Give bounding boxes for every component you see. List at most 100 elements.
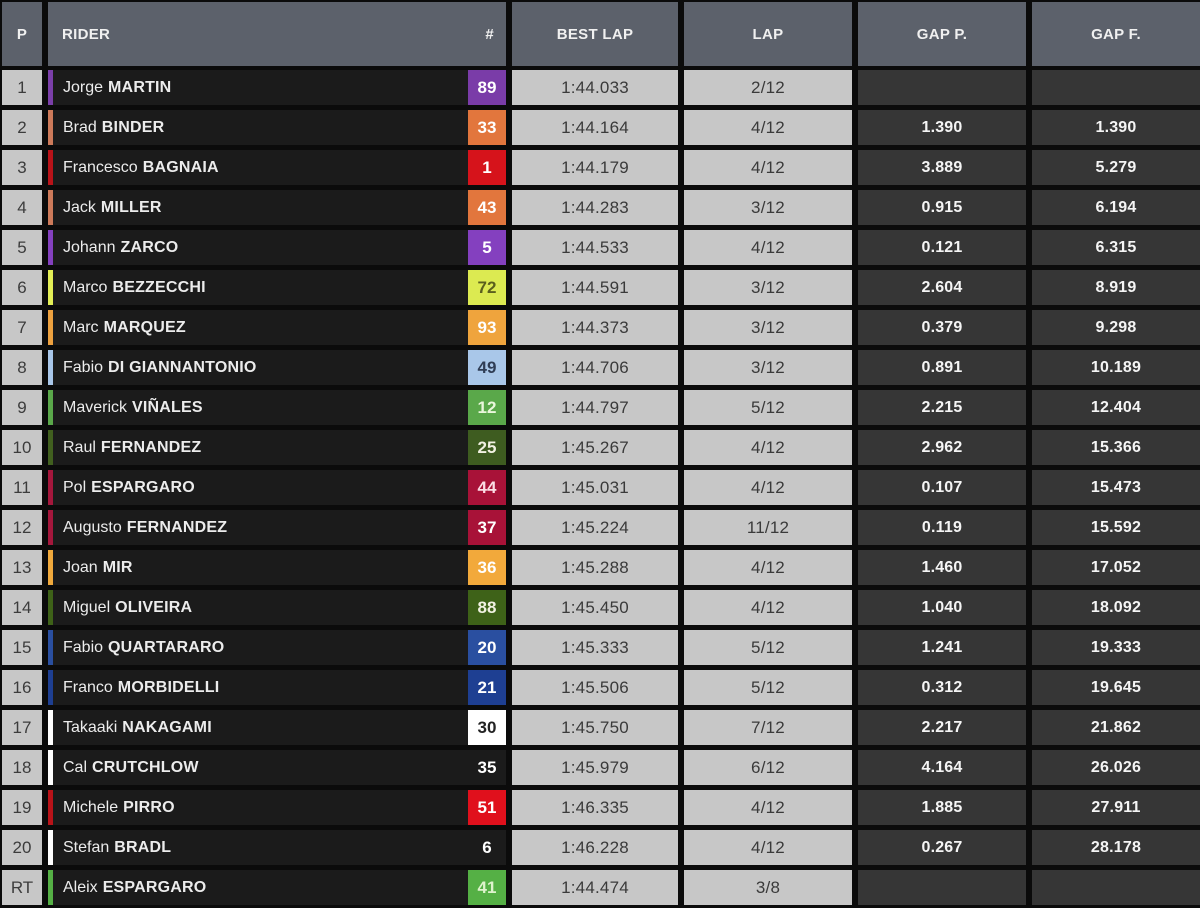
- rider-cell: Stefan BRADL 6: [48, 830, 506, 865]
- position-cell: 8: [2, 350, 42, 385]
- rider-last-name: BRADL: [114, 838, 172, 856]
- best-lap-cell: 1:44.591: [512, 270, 678, 305]
- best-lap-cell: 1:44.533: [512, 230, 678, 265]
- table-row[interactable]: 14 Miguel OLIVEIRA 88 1:45.450 4/12 1.04…: [2, 590, 1200, 625]
- rider-number-plate: 6: [482, 837, 492, 857]
- gap-first-cell: 27.911: [1032, 790, 1200, 825]
- rider-cell: Fabio DI GIANNANTONIO 49: [48, 350, 506, 385]
- table-row[interactable]: 17 Takaaki NAKAGAMI 30 1:45.750 7/12 2.2…: [2, 710, 1200, 745]
- position-cell: 17: [2, 710, 42, 745]
- gap-prev-cell: 1.885: [858, 790, 1026, 825]
- rider-first-name: Raul: [63, 438, 96, 456]
- team-color-stripe: [48, 630, 53, 665]
- rider-last-name: BINDER: [101, 118, 165, 136]
- best-lap-cell: 1:44.179: [512, 150, 678, 185]
- table-row[interactable]: 9 Maverick VIÑALES 12 1:44.797 5/12 2.21…: [2, 390, 1200, 425]
- table-row[interactable]: 4 Jack MILLER 43 1:44.283 3/12 0.915 6.1…: [2, 190, 1200, 225]
- lap-cell: 6/12: [684, 750, 852, 785]
- best-lap-cell: 1:44.164: [512, 110, 678, 145]
- rider-first-name: Jorge: [63, 78, 104, 96]
- rider-first-name: Michele: [63, 798, 119, 816]
- table-row[interactable]: RT Aleix ESPARGARO 41 1:44.474 3/8: [2, 870, 1200, 905]
- team-color-stripe: [48, 470, 53, 505]
- gap-first-cell: 9.298: [1032, 310, 1200, 345]
- rider-cell: Jack MILLER 43: [48, 190, 506, 225]
- lap-cell: 4/12: [684, 830, 852, 865]
- rider-cell: Michele PIRRO 51: [48, 790, 506, 825]
- rider-first-name: Takaaki: [63, 718, 118, 736]
- rider-last-name: ZARCO: [120, 238, 179, 256]
- header-rider: RIDER #: [48, 2, 506, 66]
- rider-last-name: CRUTCHLOW: [92, 758, 199, 776]
- table-row[interactable]: 2 Brad BINDER 33 1:44.164 4/12 1.390 1.3…: [2, 110, 1200, 145]
- gap-prev-cell: 0.119: [858, 510, 1026, 545]
- table-row[interactable]: 1 Jorge MARTIN 89 1:44.033 2/12: [2, 70, 1200, 105]
- table-row[interactable]: 20 Stefan BRADL 6 1:46.228 4/12 0.267 28…: [2, 830, 1200, 865]
- rider-number-plate: 20: [468, 630, 506, 665]
- header-lap: LAP: [684, 2, 852, 66]
- gap-first-cell: 15.473: [1032, 470, 1200, 505]
- rider-cell: Marco BEZZECCHI 72: [48, 270, 506, 305]
- table-row[interactable]: 8 Fabio DI GIANNANTONIO 49 1:44.706 3/12…: [2, 350, 1200, 385]
- table-row[interactable]: 15 Fabio QUARTARARO 20 1:45.333 5/12 1.2…: [2, 630, 1200, 665]
- rider-first-name: Stefan: [63, 838, 110, 856]
- table-row[interactable]: 13 Joan MIR 36 1:45.288 4/12 1.460 17.05…: [2, 550, 1200, 585]
- table-row[interactable]: 6 Marco BEZZECCHI 72 1:44.591 3/12 2.604…: [2, 270, 1200, 305]
- position-cell: 14: [2, 590, 42, 625]
- rider-first-name: Aleix: [63, 878, 98, 896]
- rider-cell: Raul FERNANDEZ 25: [48, 430, 506, 465]
- table-row[interactable]: 18 Cal CRUTCHLOW 35 1:45.979 6/12 4.164 …: [2, 750, 1200, 785]
- rider-first-name: Marc: [63, 318, 99, 336]
- rider-number-plate: 44: [468, 470, 506, 505]
- table-row[interactable]: 5 Johann ZARCO 5 1:44.533 4/12 0.121 6.3…: [2, 230, 1200, 265]
- team-color-stripe: [48, 110, 53, 145]
- gap-prev-cell: 0.107: [858, 470, 1026, 505]
- rider-first-name: Joan: [63, 558, 98, 576]
- rider-last-name: OLIVEIRA: [115, 598, 193, 616]
- best-lap-cell: 1:45.450: [512, 590, 678, 625]
- table-row[interactable]: 11 Pol ESPARGARO 44 1:45.031 4/12 0.107 …: [2, 470, 1200, 505]
- rider-number-plate: 35: [477, 757, 497, 777]
- best-lap-cell: 1:45.224: [512, 510, 678, 545]
- team-color-stripe: [48, 270, 53, 305]
- position-cell: 10: [2, 430, 42, 465]
- team-color-stripe: [48, 190, 53, 225]
- gap-prev-cell: 0.379: [858, 310, 1026, 345]
- gap-first-cell: 12.404: [1032, 390, 1200, 425]
- table-row[interactable]: 16 Franco MORBIDELLI 21 1:45.506 5/12 0.…: [2, 670, 1200, 705]
- best-lap-cell: 1:45.288: [512, 550, 678, 585]
- team-color-stripe: [48, 830, 53, 865]
- rider-number-plate: 30: [468, 710, 506, 745]
- table-row[interactable]: 3 Francesco BAGNAIA 1 1:44.179 4/12 3.88…: [2, 150, 1200, 185]
- best-lap-cell: 1:45.750: [512, 710, 678, 745]
- team-color-stripe: [48, 510, 53, 545]
- lap-cell: 4/12: [684, 790, 852, 825]
- table-row[interactable]: 10 Raul FERNANDEZ 25 1:45.267 4/12 2.962…: [2, 430, 1200, 465]
- team-color-stripe: [48, 550, 53, 585]
- team-color-stripe: [48, 430, 53, 465]
- table-row[interactable]: 7 Marc MARQUEZ 93 1:44.373 3/12 0.379 9.…: [2, 310, 1200, 345]
- rider-cell: Brad BINDER 33: [48, 110, 506, 145]
- gap-first-cell: 28.178: [1032, 830, 1200, 865]
- rider-first-name: Fabio: [63, 358, 104, 376]
- rider-last-name: NAKAGAMI: [122, 718, 212, 736]
- rider-first-name: Pol: [63, 478, 87, 496]
- rider-last-name: MORBIDELLI: [117, 678, 220, 696]
- rider-cell: Pol ESPARGARO 44: [48, 470, 506, 505]
- table-row[interactable]: 12 Augusto FERNANDEZ 37 1:45.224 11/12 0…: [2, 510, 1200, 545]
- lap-cell: 7/12: [684, 710, 852, 745]
- rider-last-name: ESPARGARO: [91, 478, 195, 496]
- rider-first-name: Jack: [63, 198, 96, 216]
- gap-first-cell: 26.026: [1032, 750, 1200, 785]
- gap-first-cell: [1032, 70, 1200, 105]
- lap-cell: 5/12: [684, 390, 852, 425]
- rider-cell: Augusto FERNANDEZ 37: [48, 510, 506, 545]
- gap-prev-cell: 1.040: [858, 590, 1026, 625]
- table-row[interactable]: 19 Michele PIRRO 51 1:46.335 4/12 1.885 …: [2, 790, 1200, 825]
- rider-number-plate: 93: [468, 310, 506, 345]
- position-cell: 1: [2, 70, 42, 105]
- position-cell: 20: [2, 830, 42, 865]
- lap-cell: 3/12: [684, 310, 852, 345]
- gap-first-cell: 8.919: [1032, 270, 1200, 305]
- gap-first-cell: 21.862: [1032, 710, 1200, 745]
